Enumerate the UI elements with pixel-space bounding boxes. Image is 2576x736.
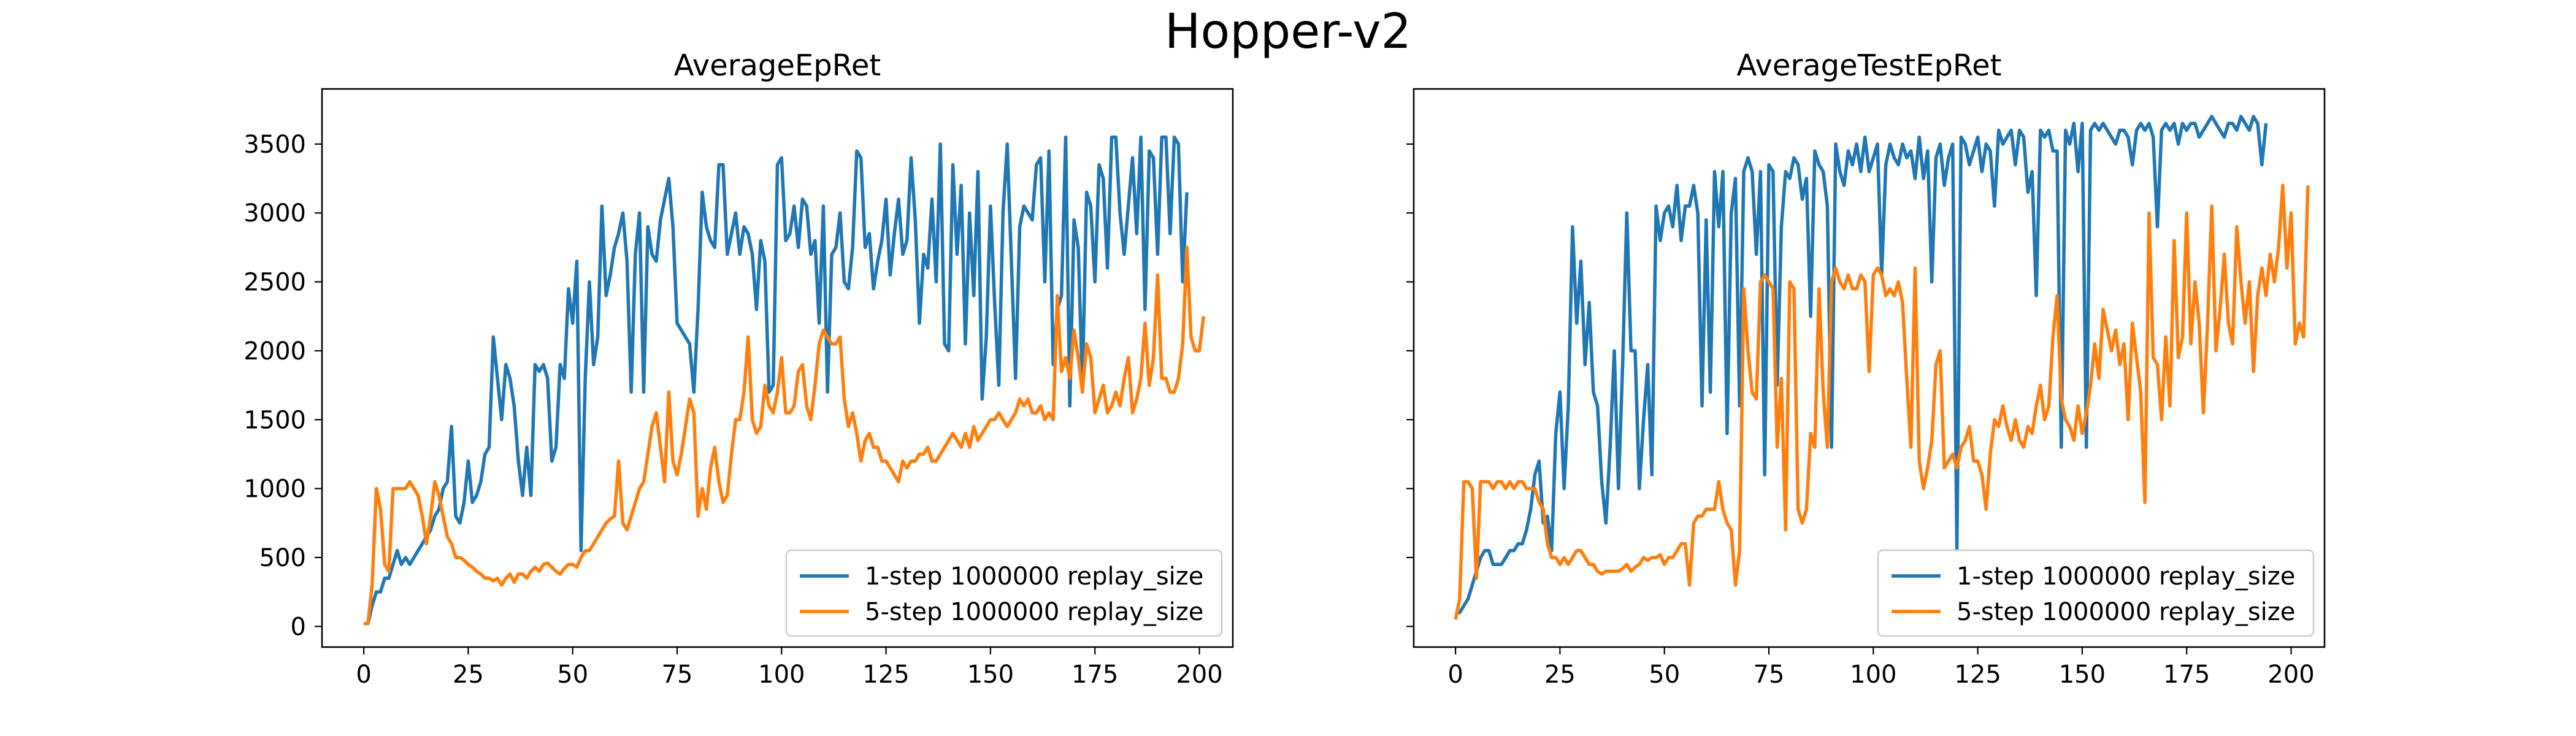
legend: 1-step 1000000 replay_size 5-step 1000000…	[1877, 549, 2315, 637]
x-tick-label: 50	[1649, 661, 1680, 689]
x-tick-label: 75	[1754, 661, 1785, 689]
legend-label-2: 5-step 1000000 replay_size	[865, 598, 1203, 626]
y-tick-label: 500	[259, 544, 306, 572]
y-tick-label: 1000	[243, 475, 306, 504]
y-tick-label: 0	[291, 613, 306, 641]
x-tick-label: 175	[1071, 661, 1118, 689]
y-tick-label: 1500	[243, 406, 306, 434]
x-tick-label: 200	[2267, 661, 2314, 689]
axes-title: AverageEpRet	[674, 48, 881, 83]
x-tick-label: 150	[2059, 661, 2106, 689]
legend-label-1: 1-step 1000000 replay_size	[1957, 562, 2295, 591]
axes-frame	[1413, 88, 2326, 648]
x-tick-label: 25	[1544, 661, 1576, 689]
legend-frame	[785, 549, 1223, 637]
x-tick-label: 200	[1176, 661, 1222, 689]
y-tick-label: 2500	[243, 269, 306, 297]
legend-label-2: 5-step 1000000 replay_size	[1957, 598, 2295, 626]
x-tick-label: 50	[557, 661, 588, 689]
x-tick-label: 125	[1954, 661, 2001, 689]
axes-title: AverageTestEpRet	[1737, 48, 2002, 83]
axes-frame	[321, 88, 1234, 648]
x-tick-label: 100	[758, 661, 805, 689]
series-line-2	[364, 245, 1206, 626]
y-tick-label: 3000	[243, 199, 306, 228]
x-tick-label: 150	[967, 661, 1014, 689]
series-line-2	[1454, 183, 2310, 620]
y-tick-label: 2000	[243, 337, 306, 366]
panel-average-test-ep-ret: AverageTestEpRet 0 25 50 75 100 125 150 175 200 1-…	[1406, 48, 2326, 689]
figure-title: Hopper-v2	[1165, 4, 1411, 59]
x-tick-label: 75	[662, 661, 693, 689]
series-line-1	[364, 135, 1189, 626]
legend-label-1: 1-step 1000000 replay_size	[865, 562, 1203, 591]
legend-frame	[1877, 549, 2315, 637]
legend: 1-step 1000000 replay_size 5-step 1000000…	[785, 549, 1223, 637]
x-tick-label: 25	[453, 661, 484, 689]
series-line-1	[1455, 115, 2268, 615]
x-tick-label: 0	[356, 661, 371, 689]
x-tick-label: 175	[2163, 661, 2210, 689]
y-tick-label: 3500	[243, 131, 306, 159]
x-tick-label: 0	[1447, 661, 1463, 689]
x-tick-label: 125	[862, 661, 909, 689]
x-tick-label: 100	[1850, 661, 1896, 689]
